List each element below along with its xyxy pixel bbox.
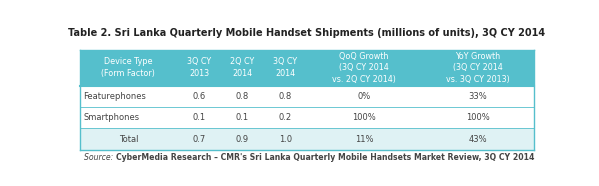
Text: 0.9: 0.9: [235, 135, 249, 144]
Text: 2Q CY
2014: 2Q CY 2014: [230, 57, 255, 78]
Text: QoQ Growth
(3Q CY 2014
vs. 2Q CY 2014): QoQ Growth (3Q CY 2014 vs. 2Q CY 2014): [332, 52, 396, 84]
Bar: [80, 49, 534, 86]
Text: YoY Growth
(3Q CY 2014
vs. 3Q CY 2013): YoY Growth (3Q CY 2014 vs. 3Q CY 2013): [446, 52, 510, 84]
Text: 1.0: 1.0: [279, 135, 292, 144]
Bar: [80, 107, 534, 128]
Bar: [80, 86, 534, 107]
Text: 0.7: 0.7: [192, 135, 205, 144]
Text: 0.8: 0.8: [279, 92, 292, 101]
Text: 0%: 0%: [357, 92, 370, 101]
Text: 100%: 100%: [352, 113, 376, 122]
Text: Table 2. Sri Lanka Quarterly Mobile Handset Shipments (millions of units), 3Q CY: Table 2. Sri Lanka Quarterly Mobile Hand…: [68, 28, 546, 38]
Text: 43%: 43%: [468, 135, 487, 144]
Text: CyberMedia Research – CMR's Sri Lanka Quarterly Mobile Handsets Market Review, 3: CyberMedia Research – CMR's Sri Lanka Qu…: [116, 153, 534, 162]
Bar: [80, 128, 534, 150]
Text: Featurephones: Featurephones: [83, 92, 146, 101]
Text: 0.1: 0.1: [192, 113, 205, 122]
Text: 0.6: 0.6: [192, 92, 205, 101]
Text: 0.2: 0.2: [279, 113, 292, 122]
Text: 3Q CY
2014: 3Q CY 2014: [273, 57, 298, 78]
Text: 3Q CY
2013: 3Q CY 2013: [187, 57, 211, 78]
Text: Source:: Source:: [84, 153, 116, 162]
Text: 0.8: 0.8: [235, 92, 249, 101]
Text: 0.1: 0.1: [235, 113, 249, 122]
Text: Total: Total: [119, 135, 138, 144]
Text: Smartphones: Smartphones: [83, 113, 140, 122]
Text: Device Type
(Form Factor): Device Type (Form Factor): [101, 57, 155, 78]
Text: 100%: 100%: [465, 113, 489, 122]
Text: 33%: 33%: [468, 92, 487, 101]
Text: 11%: 11%: [355, 135, 373, 144]
